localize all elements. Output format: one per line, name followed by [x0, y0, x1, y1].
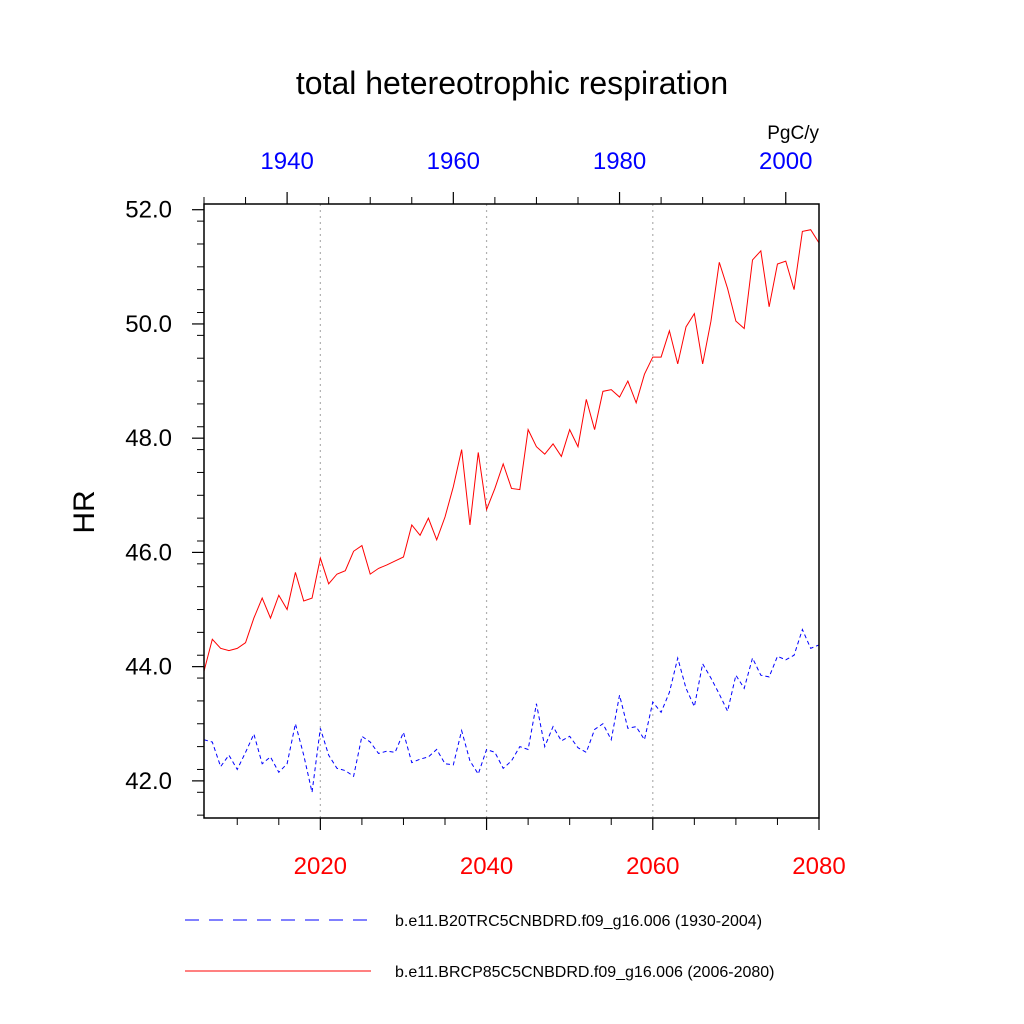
chart-title: total hetereotrophic respiration [296, 65, 728, 101]
y-tick-label: 50.0 [125, 311, 172, 338]
gridlines [319, 204, 654, 818]
legend-label-rcp85: b.e11.BRCP85C5CNBDRD.f09_g16.006 (2006-2… [395, 964, 774, 981]
series-line-1 [203, 229, 820, 672]
y-tick-label: 42.0 [125, 768, 172, 795]
x-top-tick-label: 1960 [427, 148, 480, 175]
x-top-tick-label: 1940 [260, 148, 313, 175]
x-bottom-tick-label: 2080 [792, 853, 845, 880]
y-tick-label: 48.0 [125, 425, 172, 452]
x-bottom-tick-label: 2020 [294, 853, 347, 880]
tick-labels: 42.0 44.0 46.0 48.0 50.0 52.0 2020 2040 2060 2080… [125, 148, 845, 880]
y-tick-label: 46.0 [125, 539, 172, 566]
plot-frame [203, 203, 820, 819]
x-top-tick-label: 1980 [593, 148, 646, 175]
x-top-tick-label: 2000 [759, 148, 812, 175]
series-lines [203, 229, 820, 793]
legend-label-historical: b.e11.B20TRC5CNBDRD.f09_g16.006 (1930-20… [395, 913, 762, 930]
y-tick-label: 44.0 [125, 654, 172, 681]
x-bottom-tick-label: 2040 [460, 853, 513, 880]
tick-marks [192, 192, 820, 830]
x-bottom-tick-label: 2060 [626, 853, 679, 880]
y-tick-label: 52.0 [125, 197, 172, 224]
series-line-0 [203, 628, 820, 793]
y-axis-label: HR [68, 490, 101, 533]
units-label: PgC/y [767, 123, 819, 144]
